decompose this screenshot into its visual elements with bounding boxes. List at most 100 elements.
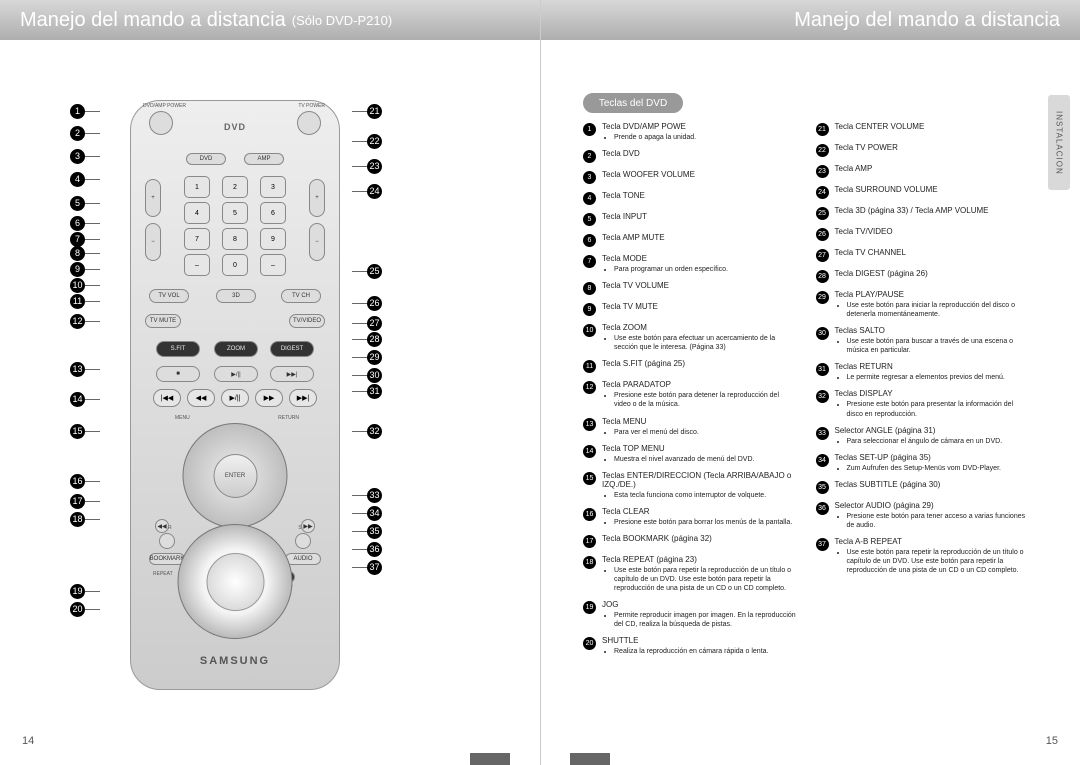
btn-tv-mute: TV MUTE <box>145 314 181 328</box>
numkey-2: 3 <box>260 176 286 198</box>
content-columns: 1Tecla DVD/AMP POWEPrende o apaga la uni… <box>583 122 1030 725</box>
leader <box>85 111 100 112</box>
entry-title: Teclas ENTER/DIRECCION (Tecla ARRIBA/ABA… <box>602 471 798 489</box>
leader <box>85 301 100 302</box>
callout-left-14: 14 <box>70 388 100 410</box>
entry-19: 19JOGPermite reproducir imagen por image… <box>583 600 798 629</box>
entry-text: Selector ANGLE (página 31)Para seleccion… <box>835 426 1003 446</box>
entry-30: 30Teclas SALTOUse este botón para buscar… <box>816 326 1031 355</box>
entry-6: 6 Tecla AMP MUTE <box>583 233 798 247</box>
entry-title: Tecla MODE <box>602 254 728 263</box>
entry-desc: Zum Aufrufen des Setup-Menüs vom DVD-Pla… <box>847 464 1001 473</box>
header-left: Manejo del mando a distancia (Sólo DVD-P… <box>0 0 540 40</box>
dvd-keys-label: Teclas del DVD <box>583 93 683 113</box>
entry-title: Tecla TV MUTE <box>602 302 658 311</box>
entry-num: 3 <box>583 171 596 184</box>
numkey-8: 9 <box>260 228 286 250</box>
leader <box>85 239 100 240</box>
entry-text: Teclas ENTER/DIRECCION (Tecla ARRIBA/ABA… <box>602 471 798 500</box>
callout-num: 16 <box>70 474 85 489</box>
jog-dial <box>178 524 293 639</box>
entry-7: 7Tecla MODEPara programar un orden espec… <box>583 254 798 274</box>
entry-33: 33Selector ANGLE (página 31)Para selecci… <box>816 426 1031 446</box>
leader <box>352 111 367 112</box>
leader <box>352 141 367 142</box>
entry-17: 17Tecla BOOKMARK (página 32) <box>583 534 798 548</box>
callout-left-13: 13 <box>70 358 100 380</box>
callout-num: 18 <box>70 512 85 527</box>
entry-text: Tecla PARADATOPPresione este botón para … <box>602 380 798 409</box>
entry-desc: Use este botón para iniciar la reproducc… <box>847 301 1031 319</box>
entry-31: 31Teclas RETURNLe permite regresar a ele… <box>816 362 1031 382</box>
callout-left-4: 4 <box>70 168 100 190</box>
entry-text: Tecla CENTER VOLUME <box>835 122 925 136</box>
column-1: 1Tecla DVD/AMP POWEPrende o apaga la uni… <box>583 122 798 725</box>
entry-text: Teclas SUBTITLE (página 30) <box>835 480 941 494</box>
btn-tv-video: TV/VIDEO <box>289 314 325 328</box>
entry-desc: Prende o apaga la unidad. <box>614 133 696 142</box>
btn-stop: ■ <box>156 366 200 382</box>
entry-1: 1Tecla DVD/AMP POWEPrende o apaga la uni… <box>583 122 798 142</box>
entry-title: Tecla TV CHANNEL <box>835 248 906 257</box>
btn-tv-ch: TV CH <box>281 289 321 303</box>
callout-num: 29 <box>367 350 382 365</box>
entry-text: Teclas SALTOUse este botón para buscar a… <box>835 326 1031 355</box>
entry-desc: Para programar un orden específico. <box>614 265 728 274</box>
entry-desc: Presione este botón para presentar la in… <box>847 400 1031 418</box>
btn-jog-r: ▶▶ <box>301 519 315 533</box>
entry-num: 21 <box>816 123 829 136</box>
callout-num: 35 <box>367 524 382 539</box>
entry-text: Tecla A-B REPEATUse este botón para repe… <box>835 537 1031 575</box>
entry-text: Tecla AMP <box>835 164 873 178</box>
entry-title: Tecla PLAY/PAUSE <box>835 290 1031 299</box>
entry-title: Tecla BOOKMARK (página 32) <box>602 534 712 543</box>
entry-title: Tecla 3D (página 33) / Tecla AMP VOLUME <box>835 206 989 215</box>
leader <box>352 567 367 568</box>
entry-title: Tecla TV POWER <box>835 143 898 152</box>
entry-32: 32Teclas DISPLAYPresione este botón para… <box>816 389 1031 418</box>
entry-num: 6 <box>583 234 596 247</box>
entry-num: 9 <box>583 303 596 316</box>
callout-num: 19 <box>70 584 85 599</box>
entry-desc: Presione este botón para borrar los menú… <box>614 518 792 527</box>
callout-num: 17 <box>70 494 85 509</box>
entry-text: Tecla CLEARPresione este botón para borr… <box>602 507 792 527</box>
callout-num: 26 <box>367 296 382 311</box>
entry-text: Tecla S.FIT (página 25) <box>602 359 685 373</box>
bottom-marks <box>470 753 610 765</box>
callout-num: 14 <box>70 392 85 407</box>
entry-text: Tecla PLAY/PAUSE Use este botón para inic… <box>835 290 1031 319</box>
entry-num: 24 <box>816 186 829 199</box>
label-return: RETURN <box>278 415 299 421</box>
playkey-3: ▶▶ <box>255 389 283 407</box>
callout-left-18: 18 <box>70 508 100 530</box>
entry-36: 36Selector AUDIO (página 29)Presione est… <box>816 501 1031 530</box>
btn-amp-sel: AMP <box>244 153 284 165</box>
leader <box>85 519 100 520</box>
leader <box>352 271 367 272</box>
entry-title: Teclas SUBTITLE (página 30) <box>835 480 941 489</box>
leader <box>85 481 100 482</box>
numkey-11: – <box>260 254 286 276</box>
numkey-5: 6 <box>260 202 286 224</box>
leader <box>85 223 100 224</box>
btn-woofer-dn: − <box>145 223 161 261</box>
callout-num: 22 <box>367 134 382 149</box>
entry-desc: Use este botón para repetir la reproducc… <box>614 566 798 593</box>
header-right: Manejo del mando a distancia <box>541 0 1080 40</box>
entry-num: 13 <box>583 418 596 431</box>
leader <box>352 549 367 550</box>
callout-right-25: 25 <box>352 260 382 282</box>
entry-35: 35Teclas SUBTITLE (página 30) <box>816 480 1031 494</box>
btn-3d: 3D <box>216 289 256 303</box>
callout-num: 4 <box>70 172 85 187</box>
entry-desc: Use este botón para efectuar un acercami… <box>614 334 798 352</box>
entry-text: Tecla AMP MUTE <box>602 233 665 247</box>
entry-text: Tecla TV MUTE <box>602 302 658 316</box>
callout-left-20: 20 <box>70 598 100 620</box>
entry-desc: Para seleccionar el ángulo de cámara en … <box>847 437 1003 446</box>
entry-num: 5 <box>583 213 596 226</box>
callout-left-2: 2 <box>70 122 100 144</box>
callout-num: 36 <box>367 542 382 557</box>
callout-num: 24 <box>367 184 382 199</box>
